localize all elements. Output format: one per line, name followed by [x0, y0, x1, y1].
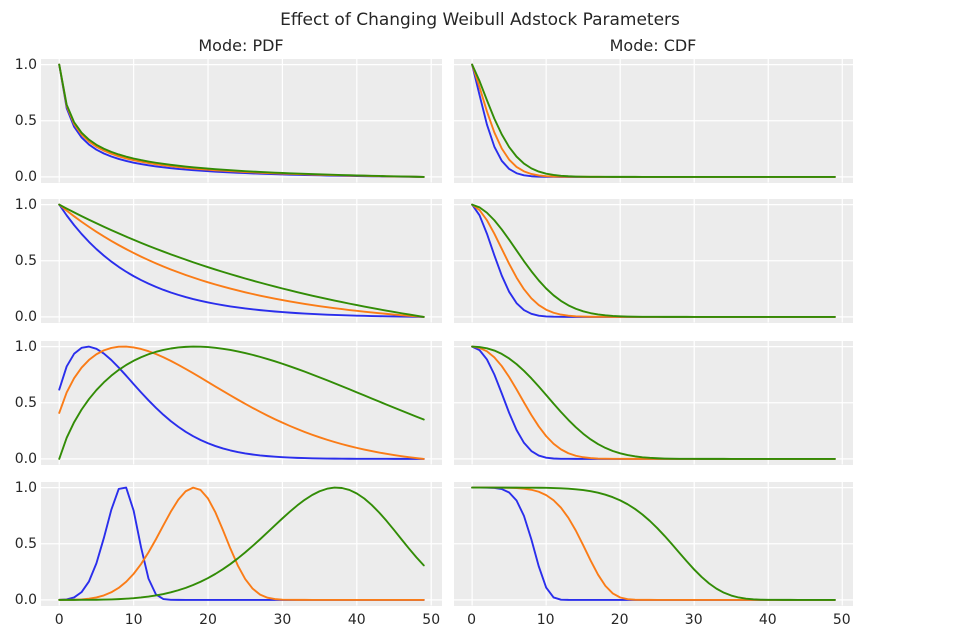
y-tick-label: 0.5 [14, 252, 37, 269]
subplot-canvas [453, 199, 853, 323]
subplot-pdf-shape-0.5 [41, 59, 442, 183]
curve-cdf-shape-1-scale=40 [470, 203, 836, 318]
subplot-pdf-shape-5 [41, 482, 442, 606]
curve-cdf-shape-1.5-scale=40 [470, 345, 836, 460]
y-tick-label: 0.5 [14, 535, 37, 552]
y-tick-label: 1.0 [14, 56, 37, 73]
y-tick-label: 1.0 [14, 338, 37, 355]
curve-cdf-shape-5-scale=40 [470, 486, 836, 601]
y-tick-label: 0.5 [14, 112, 37, 129]
subplot-canvas [41, 341, 442, 465]
x-tick-label: 30 [273, 611, 292, 628]
y-tick-label: 0.5 [14, 394, 37, 411]
y-tick-label: 0.0 [14, 168, 37, 185]
subplot-canvas [453, 59, 853, 183]
y-tick-label: 0.0 [14, 450, 37, 467]
x-tick-label: 10 [124, 611, 143, 628]
curve-pdf-shape-5-scale=40 [58, 486, 425, 601]
x-tick-label: 20 [610, 611, 629, 628]
x-tick-label: 0 [467, 611, 477, 628]
subplot-title-pdf: Mode: PDF [198, 36, 284, 55]
subplot-canvas [453, 482, 853, 606]
y-tick-label: 0.0 [14, 308, 37, 325]
subplot-cdf-shape-1.5 [453, 341, 853, 465]
subplot-canvas [453, 341, 853, 465]
y-tick-label: 1.0 [14, 196, 37, 213]
y-tick-label: 0.0 [14, 591, 37, 608]
curve-pdf-shape-0.5-scale=40 [58, 63, 425, 178]
subplot-pdf-shape-1.5 [41, 341, 442, 465]
subplot-cdf-shape-0.5 [453, 59, 853, 183]
x-tick-label: 50 [422, 611, 441, 628]
curve-pdf-shape-1.5-scale=20 [58, 345, 425, 460]
subplot-cdf-shape-5 [453, 482, 853, 606]
subplot-canvas [41, 199, 442, 323]
x-tick-label: 40 [347, 611, 366, 628]
y-tick-label: 1.0 [14, 479, 37, 496]
x-tick-label: 20 [199, 611, 217, 628]
x-tick-label: 30 [684, 611, 703, 628]
curve-pdf-shape-1-scale=10 [58, 203, 425, 318]
x-tick-label: 40 [758, 611, 777, 628]
curve-pdf-shape-1-scale=20 [58, 203, 425, 318]
subplot-canvas [41, 59, 442, 183]
subplot-canvas [41, 482, 442, 606]
curve-pdf-shape-5-scale=20 [58, 486, 425, 601]
subplot-title-cdf: Mode: CDF [609, 36, 697, 55]
subplot-pdf-shape-1 [41, 199, 442, 323]
curve-pdf-shape-1-scale=40 [58, 203, 425, 318]
x-tick-label: 10 [536, 611, 555, 628]
figure-title: Effect of Changing Weibull Adstock Param… [280, 10, 680, 30]
x-tick-label: 0 [54, 611, 64, 628]
subplot-cdf-shape-1 [453, 199, 853, 323]
x-tick-label: 50 [832, 611, 851, 628]
curve-pdf-shape-1.5-scale=40 [58, 345, 425, 460]
curve-cdf-shape-0.5-scale=40 [470, 63, 836, 178]
